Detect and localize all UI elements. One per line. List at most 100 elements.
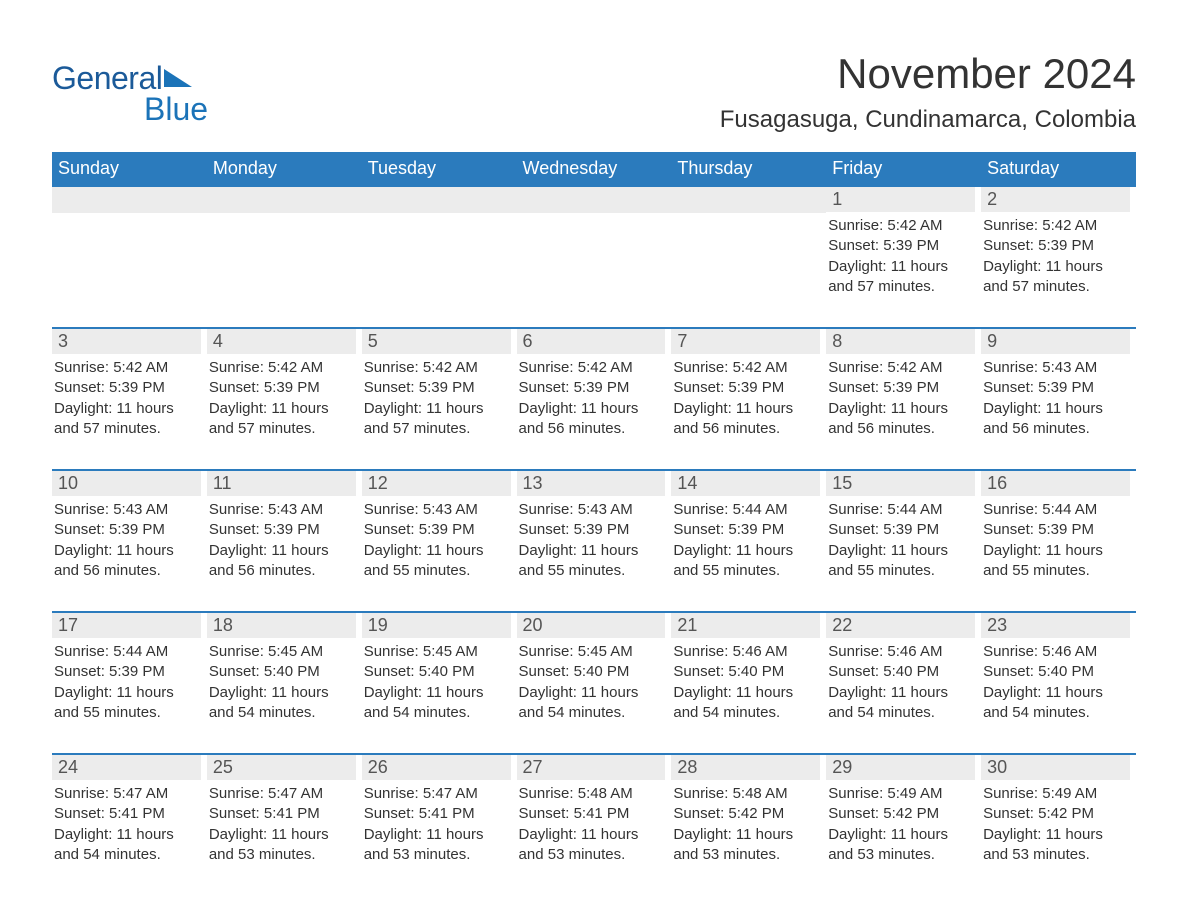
sunset-text: Sunset: 5:39 PM [828, 236, 975, 256]
sunset-text: Sunset: 5:39 PM [983, 236, 1130, 256]
calendar-week-row: 17Sunrise: 5:44 AMSunset: 5:39 PMDayligh… [52, 612, 1136, 754]
calendar-day-cell: 30Sunrise: 5:49 AMSunset: 5:42 PMDayligh… [981, 754, 1136, 895]
calendar-day-cell: 6 Sunrise: 5:42 AMSunset: 5:39 PMDaylight… [517, 328, 672, 470]
location: Fusagasuga, Cundinamarca, Colombia [720, 106, 1136, 134]
day-info: Sunrise: 5:44 AMSunset: 5:39 PMDaylight:… [981, 500, 1130, 581]
sunset-text: Sunset: 5:40 PM [364, 662, 511, 682]
daylight-text: Daylight: 11 hours and 56 minutes. [209, 541, 356, 582]
calendar-day-cell: 23 Sunrise: 5:46 AMSunset: 5:40 PMDayligh… [981, 612, 1136, 754]
sunset-text: Sunset: 5:39 PM [54, 378, 201, 398]
calendar-day-cell: 3Sunrise: 5:42 AMSunset: 5:39 PMDaylight… [52, 328, 207, 470]
sunset-text: Sunset: 5:39 PM [519, 520, 666, 540]
day-info: Sunrise: 5:42 AMSunset: 5:39 PMDaylight:… [517, 358, 666, 439]
day-number: 26 [362, 755, 511, 780]
sunset-text: Sunset: 5:39 PM [364, 378, 511, 398]
daylight-text: Daylight: 11 hours and 54 minutes. [828, 683, 975, 724]
sunrise-text: Sunrise: 5:46 AM [828, 642, 975, 662]
day-info: Sunrise: 5:42 AMSunset: 5:39 PMDaylight:… [826, 358, 975, 439]
sunset-text: Sunset: 5:39 PM [983, 520, 1130, 540]
day-number: 17 [52, 613, 201, 638]
day-info: Sunrise: 5:42 AMSunset: 5:39 PMDaylight:… [207, 358, 356, 439]
sunset-text: Sunset: 5:41 PM [54, 804, 201, 824]
daylight-text: Daylight: 11 hours and 54 minutes. [364, 683, 511, 724]
sunset-text: Sunset: 5:40 PM [519, 662, 666, 682]
sunrise-text: Sunrise: 5:46 AM [983, 642, 1130, 662]
daylight-text: Daylight: 11 hours and 57 minutes. [54, 399, 201, 440]
day-number: 23 [981, 613, 1130, 638]
daylight-text: Daylight: 11 hours and 54 minutes. [209, 683, 356, 724]
day-number: 14 [671, 471, 820, 496]
daylight-text: Daylight: 11 hours and 56 minutes. [673, 399, 820, 440]
sunrise-text: Sunrise: 5:42 AM [828, 358, 975, 378]
month-title: November 2024 [720, 50, 1136, 98]
calendar-day-cell: 1Sunrise: 5:42 AMSunset: 5:39 PMDaylight… [826, 187, 981, 328]
day-number: 13 [517, 471, 666, 496]
sunrise-text: Sunrise: 5:42 AM [828, 216, 975, 236]
day-number: 27 [517, 755, 666, 780]
day-info: Sunrise: 5:43 AMSunset: 5:39 PMDaylight:… [207, 500, 356, 581]
calendar-day-cell: 4 Sunrise: 5:42 AMSunset: 5:39 PMDaylight… [207, 328, 362, 470]
calendar-day-cell: 17Sunrise: 5:44 AMSunset: 5:39 PMDayligh… [52, 612, 207, 754]
sunset-text: Sunset: 5:40 PM [209, 662, 356, 682]
sunset-text: Sunset: 5:40 PM [673, 662, 820, 682]
sunrise-text: Sunrise: 5:42 AM [519, 358, 666, 378]
day-info: Sunrise: 5:49 AMSunset: 5:42 PMDaylight:… [981, 784, 1130, 865]
day-number: 8 [826, 329, 975, 354]
sunrise-text: Sunrise: 5:49 AM [983, 784, 1130, 804]
weekday-header: Thursday [671, 152, 826, 187]
day-number: 4 [207, 329, 356, 354]
daylight-text: Daylight: 11 hours and 56 minutes. [519, 399, 666, 440]
day-number: 29 [826, 755, 975, 780]
day-number: 3 [52, 329, 201, 354]
calendar-day-cell: 18Sunrise: 5:45 AMSunset: 5:40 PMDayligh… [207, 612, 362, 754]
day-number: 1 [826, 187, 975, 212]
calendar-day-cell: 9 Sunrise: 5:43 AMSunset: 5:39 PMDaylight… [981, 328, 1136, 470]
day-number: 9 [981, 329, 1130, 354]
daylight-text: Daylight: 11 hours and 56 minutes. [54, 541, 201, 582]
daylight-text: Daylight: 11 hours and 57 minutes. [364, 399, 511, 440]
day-number: 2 [981, 187, 1130, 212]
day-info: Sunrise: 5:44 AMSunset: 5:39 PMDaylight:… [671, 500, 820, 581]
sunset-text: Sunset: 5:39 PM [54, 662, 201, 682]
calendar-day-cell: 8 Sunrise: 5:42 AMSunset: 5:39 PMDaylight… [826, 328, 981, 470]
calendar-day-cell: 21Sunrise: 5:46 AMSunset: 5:40 PMDayligh… [671, 612, 826, 754]
sunrise-text: Sunrise: 5:43 AM [364, 500, 511, 520]
day-number: 28 [671, 755, 820, 780]
sunrise-text: Sunrise: 5:49 AM [828, 784, 975, 804]
sunrise-text: Sunrise: 5:43 AM [54, 500, 201, 520]
calendar-day-cell: 16Sunrise: 5:44 AMSunset: 5:39 PMDayligh… [981, 470, 1136, 612]
day-info: Sunrise: 5:49 AMSunset: 5:42 PMDaylight:… [826, 784, 975, 865]
header: General Blue November 2024 Fusagasuga, C… [52, 50, 1136, 134]
calendar-day-cell: 2Sunrise: 5:42 AMSunset: 5:39 PMDaylight… [981, 187, 1136, 328]
empty-day [207, 187, 362, 213]
sunset-text: Sunset: 5:39 PM [54, 520, 201, 540]
sunrise-text: Sunrise: 5:42 AM [209, 358, 356, 378]
sunset-text: Sunset: 5:41 PM [364, 804, 511, 824]
sunrise-text: Sunrise: 5:48 AM [519, 784, 666, 804]
sunset-text: Sunset: 5:39 PM [519, 378, 666, 398]
day-info: Sunrise: 5:48 AMSunset: 5:41 PMDaylight:… [517, 784, 666, 865]
daylight-text: Daylight: 11 hours and 54 minutes. [519, 683, 666, 724]
day-info: Sunrise: 5:46 AMSunset: 5:40 PMDaylight:… [671, 642, 820, 723]
calendar-day-cell: 5Sunrise: 5:42 AMSunset: 5:39 PMDaylight… [362, 328, 517, 470]
sunset-text: Sunset: 5:42 PM [673, 804, 820, 824]
sunrise-text: Sunrise: 5:45 AM [364, 642, 511, 662]
day-info: Sunrise: 5:46 AMSunset: 5:40 PMDaylight:… [981, 642, 1130, 723]
sunset-text: Sunset: 5:39 PM [983, 378, 1130, 398]
day-number: 6 [517, 329, 666, 354]
sunrise-text: Sunrise: 5:42 AM [673, 358, 820, 378]
daylight-text: Daylight: 11 hours and 53 minutes. [519, 825, 666, 866]
sunrise-text: Sunrise: 5:48 AM [673, 784, 820, 804]
sunset-text: Sunset: 5:42 PM [983, 804, 1130, 824]
day-info: Sunrise: 5:45 AMSunset: 5:40 PMDaylight:… [517, 642, 666, 723]
day-info: Sunrise: 5:43 AMSunset: 5:39 PMDaylight:… [981, 358, 1130, 439]
day-number: 10 [52, 471, 201, 496]
calendar-day-cell: 25Sunrise: 5:47 AMSunset: 5:41 PMDayligh… [207, 754, 362, 895]
sunrise-text: Sunrise: 5:47 AM [364, 784, 511, 804]
day-info: Sunrise: 5:48 AMSunset: 5:42 PMDaylight:… [671, 784, 820, 865]
sunset-text: Sunset: 5:40 PM [828, 662, 975, 682]
sunset-text: Sunset: 5:41 PM [519, 804, 666, 824]
daylight-text: Daylight: 11 hours and 55 minutes. [673, 541, 820, 582]
calendar-day-cell: 22Sunrise: 5:46 AMSunset: 5:40 PMDayligh… [826, 612, 981, 754]
sunrise-text: Sunrise: 5:43 AM [209, 500, 356, 520]
